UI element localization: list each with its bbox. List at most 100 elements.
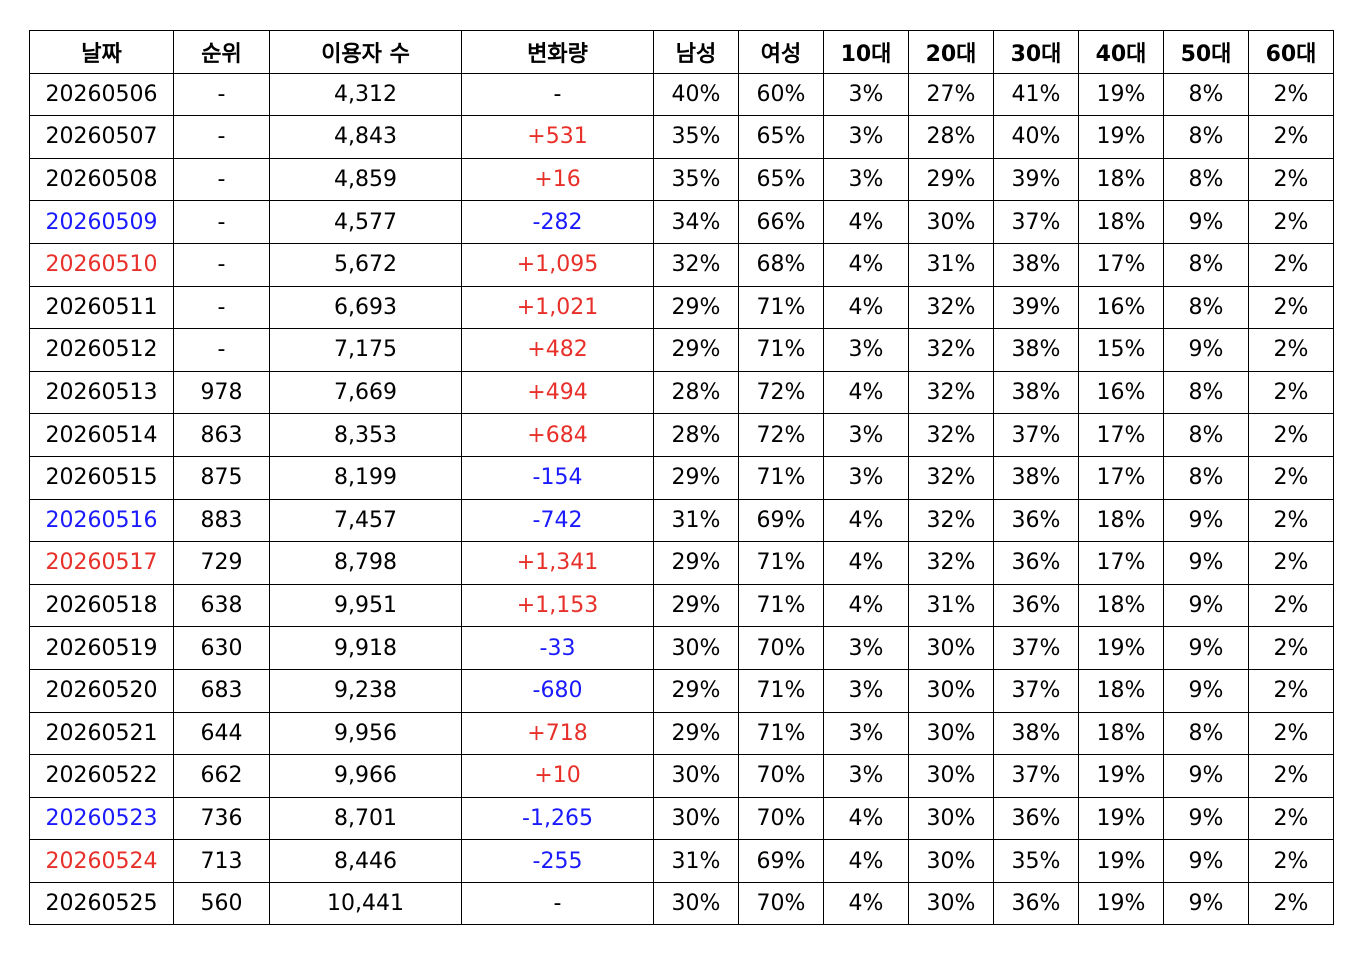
date-cell: 20260520 bbox=[29, 668, 174, 713]
header-users: 이용자 수 bbox=[269, 30, 462, 74]
change-cell: -154 bbox=[461, 455, 654, 500]
age-10s-cell: 3% bbox=[823, 626, 909, 670]
header-age-10s: 10대 bbox=[823, 30, 909, 74]
age-50s-cell: 9% bbox=[1163, 200, 1249, 244]
age-40s-cell: 19% bbox=[1078, 881, 1164, 926]
age-60s-cell: 2% bbox=[1248, 242, 1334, 287]
female-cell: 68% bbox=[738, 242, 824, 287]
age-10s-cell: 3% bbox=[823, 413, 909, 457]
table-row: 20260513 978 7,669 +494 28% 72% 4% 32% 38% 16% 8% 2… bbox=[29, 370, 1334, 415]
male-cell: 29% bbox=[653, 541, 739, 585]
table-row: 20260523 736 8,701 -1,265 30% 70% 4% 30% 36% 19% 9… bbox=[29, 796, 1334, 841]
date-cell: 20260511 bbox=[29, 285, 174, 330]
age-60s-cell: 2% bbox=[1248, 413, 1334, 457]
date-cell: 20260513 bbox=[29, 370, 174, 415]
date-cell: 20260519 bbox=[29, 626, 174, 670]
age-40s-cell: 19% bbox=[1078, 626, 1164, 670]
age-10s-cell: 4% bbox=[823, 242, 909, 287]
age-20s-cell: 32% bbox=[908, 328, 994, 372]
date-cell: 20260515 bbox=[29, 455, 174, 500]
female-cell: 66% bbox=[738, 200, 824, 244]
age-40s-cell: 17% bbox=[1078, 242, 1164, 287]
female-cell: 70% bbox=[738, 626, 824, 670]
age-50s-cell: 9% bbox=[1163, 881, 1249, 926]
age-20s-cell: 32% bbox=[908, 370, 994, 415]
age-20s-cell: 30% bbox=[908, 881, 994, 926]
age-20s-cell: 30% bbox=[908, 796, 994, 841]
age-20s-cell: 32% bbox=[908, 413, 994, 457]
female-cell: 65% bbox=[738, 115, 824, 159]
male-cell: 29% bbox=[653, 285, 739, 330]
table-row: 20260514 863 8,353 +684 28% 72% 3% 32% 37% 17% 8% 2… bbox=[29, 413, 1334, 457]
rank-cell: 863 bbox=[173, 413, 270, 457]
age-10s-cell: 3% bbox=[823, 668, 909, 713]
change-cell: +16 bbox=[461, 157, 654, 202]
change-cell: +1,341 bbox=[461, 541, 654, 585]
age-30s-cell: 38% bbox=[993, 455, 1079, 500]
age-20s-cell: 30% bbox=[908, 668, 994, 713]
male-cell: 28% bbox=[653, 370, 739, 415]
change-cell: +718 bbox=[461, 711, 654, 756]
table-row: 20260506-4,312-40% 60% 3% 27% 41% 19% 8% 2% bbox=[29, 72, 1334, 117]
date-cell: 20260522 bbox=[29, 754, 174, 798]
age-10s-cell: 4% bbox=[823, 200, 909, 244]
users-cell: 8,353 bbox=[269, 413, 462, 457]
age-10s-cell: 4% bbox=[823, 285, 909, 330]
users-cell: 7,457 bbox=[269, 498, 462, 543]
change-cell: +684 bbox=[461, 413, 654, 457]
date-cell: 20260507 bbox=[29, 115, 174, 159]
table-row: 20260508-4,859 +16 35% 65% 3% 29% 39% 18% 8% 2% bbox=[29, 157, 1334, 202]
users-cell: 7,669 bbox=[269, 370, 462, 415]
rank-cell: - bbox=[173, 200, 270, 244]
header-age-50s: 50대 bbox=[1163, 30, 1249, 74]
table-row: 20260507-4,843 +531 35% 65% 3% 28% 40% 19% 8% 2% bbox=[29, 115, 1334, 159]
rank-cell: 883 bbox=[173, 498, 270, 543]
female-cell: 71% bbox=[738, 711, 824, 756]
age-60s-cell: 2% bbox=[1248, 72, 1334, 117]
age-20s-cell: 30% bbox=[908, 754, 994, 798]
age-10s-cell: 4% bbox=[823, 583, 909, 628]
header-rank: 순위 bbox=[173, 30, 270, 74]
users-cell: 4,859 bbox=[269, 157, 462, 202]
female-cell: 71% bbox=[738, 285, 824, 330]
date-cell: 20260516 bbox=[29, 498, 174, 543]
date-cell: 20260509 bbox=[29, 200, 174, 244]
age-30s-cell: 38% bbox=[993, 370, 1079, 415]
age-60s-cell: 2% bbox=[1248, 498, 1334, 543]
date-cell: 20260517 bbox=[29, 541, 174, 585]
male-cell: 34% bbox=[653, 200, 739, 244]
rank-cell: 875 bbox=[173, 455, 270, 500]
age-20s-cell: 30% bbox=[908, 626, 994, 670]
age-60s-cell: 2% bbox=[1248, 583, 1334, 628]
change-cell: -680 bbox=[461, 668, 654, 713]
users-cell: 6,693 bbox=[269, 285, 462, 330]
age-60s-cell: 2% bbox=[1248, 157, 1334, 202]
change-cell: -1,265 bbox=[461, 796, 654, 841]
age-10s-cell: 3% bbox=[823, 711, 909, 756]
age-60s-cell: 2% bbox=[1248, 881, 1334, 926]
male-cell: 35% bbox=[653, 115, 739, 159]
change-cell: -33 bbox=[461, 626, 654, 670]
age-40s-cell: 19% bbox=[1078, 754, 1164, 798]
change-cell: +1,021 bbox=[461, 285, 654, 330]
female-cell: 69% bbox=[738, 839, 824, 883]
table-row: 20260525 560 10,441-30% 70% 4% 30% 36% 19% 9% 2% bbox=[29, 881, 1334, 926]
rank-cell: 683 bbox=[173, 668, 270, 713]
age-10s-cell: 3% bbox=[823, 157, 909, 202]
male-cell: 30% bbox=[653, 881, 739, 926]
users-cell: 9,956 bbox=[269, 711, 462, 756]
age-20s-cell: 30% bbox=[908, 839, 994, 883]
age-30s-cell: 36% bbox=[993, 498, 1079, 543]
age-40s-cell: 19% bbox=[1078, 839, 1164, 883]
table-body: 20260506-4,312-40% 60% 3% 27% 41% 19% 8% 2% 2026… bbox=[29, 72, 1334, 926]
table-row: 20260520 683 9,238 -680 29% 71% 3% 30% 37% 18% 9% 2… bbox=[29, 668, 1334, 713]
male-cell: 29% bbox=[653, 583, 739, 628]
age-40s-cell: 15% bbox=[1078, 328, 1164, 372]
age-50s-cell: 8% bbox=[1163, 285, 1249, 330]
age-60s-cell: 2% bbox=[1248, 115, 1334, 159]
age-30s-cell: 37% bbox=[993, 754, 1079, 798]
age-20s-cell: 30% bbox=[908, 200, 994, 244]
rank-cell: 736 bbox=[173, 796, 270, 841]
female-cell: 70% bbox=[738, 754, 824, 798]
age-20s-cell: 31% bbox=[908, 242, 994, 287]
